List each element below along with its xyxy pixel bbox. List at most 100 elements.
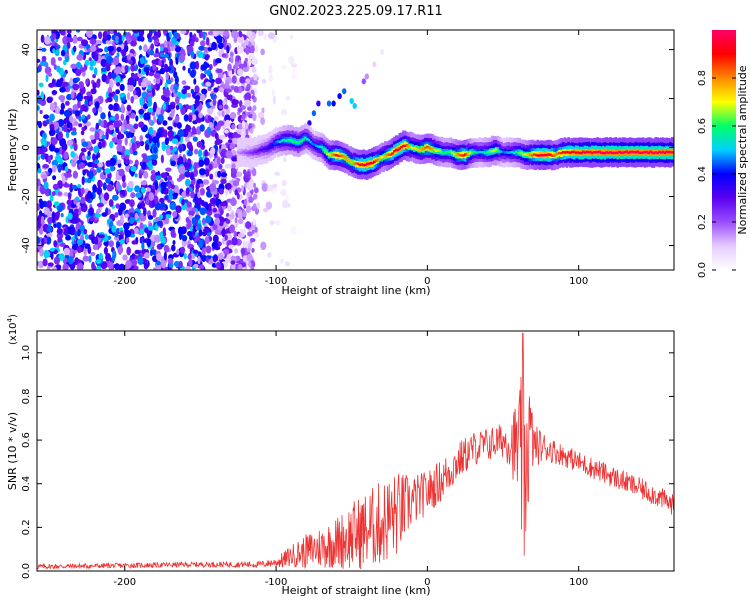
spectrogram-noise-cell <box>163 129 168 138</box>
spectrogram-noise-cell <box>181 235 188 242</box>
spectrogram-noise-cell <box>282 157 287 163</box>
spectrogram-noise-cell <box>189 172 195 181</box>
spectrogram-noise-cell <box>254 232 260 238</box>
spectrogram-noise-cell <box>242 240 247 248</box>
spectrogram-noise-cell <box>233 86 239 93</box>
spectrogram-noise-cell <box>217 71 224 79</box>
spectrogram-noise-cell <box>51 218 56 223</box>
spectrogram-noise-cell <box>96 208 102 214</box>
spectrogram-noise-cell <box>55 222 62 229</box>
spectrogram-noise-cell <box>244 92 252 102</box>
spectrogram-noise-cell <box>248 58 252 67</box>
spectrogram-noise-cell <box>41 149 45 155</box>
spectrogram-noise-cell <box>213 213 221 219</box>
spectrogram-ridge-cell <box>670 151 674 154</box>
spectrogram-ridge-cell <box>267 146 271 149</box>
spectrogram-noise-cell <box>195 183 200 190</box>
spectrogram-noise-cell <box>124 65 129 72</box>
spectrogram-ridge-cell <box>578 151 581 155</box>
spectrogram-noise-cell <box>130 165 137 173</box>
spectrogram-noise-cell <box>58 253 65 261</box>
spectrogram-ridge-cell <box>238 151 242 155</box>
spectrogram-noise-cell <box>56 228 63 235</box>
spectrogram-noise-cell <box>225 88 232 93</box>
spectrogram-noise-cell <box>51 33 57 40</box>
spectrogram-noise-cell <box>234 221 239 229</box>
spectrogram-noise-cell <box>172 210 178 218</box>
spectrogram-noise-cell <box>89 127 96 132</box>
spectrogram-noise-cell <box>131 142 136 152</box>
spectrogram-noise-cell <box>138 30 144 39</box>
spectrogram-noise-cell <box>195 116 203 123</box>
spectrogram-noise-cell <box>95 122 100 130</box>
x-tick-label: 0 <box>424 577 430 588</box>
spectrogram-ridge-cell <box>571 150 574 154</box>
spectrogram-noise-cell <box>229 212 235 220</box>
spectrogram-noise-cell <box>51 211 56 219</box>
spectrogram-noise-cell <box>113 94 119 101</box>
y-tick-label: 1.0 <box>21 345 32 361</box>
spectrogram-noise-cell <box>132 30 140 34</box>
spectrogram-noise-cell <box>111 225 117 233</box>
spectrogram-noise-cell <box>273 183 278 189</box>
spectrogram-noise-cell <box>214 217 221 226</box>
spectrogram-noise-cell <box>135 115 139 122</box>
spectrogram-noise-cell <box>83 228 88 235</box>
spectrogram-noise-cell <box>49 194 54 202</box>
spectrogram-noise-cell <box>96 202 104 208</box>
spectrogram-noise-cell <box>217 170 222 178</box>
spectrogram-ridge-cell <box>333 153 336 157</box>
spectrogram-noise-cell <box>155 216 161 222</box>
spectrogram-ridge-cell <box>374 159 378 162</box>
spectrogram-noise-cell <box>133 135 137 143</box>
spectrogram-noise-cell <box>148 165 153 171</box>
spectrogram-noise-cell <box>105 253 112 262</box>
spectrogram-noise-cell <box>78 95 83 102</box>
spectrogram-ridge-cell <box>480 151 483 154</box>
colorbar-tick-label: 0.0 <box>697 262 708 278</box>
spectrogram-noise-cell <box>156 264 162 270</box>
spectrogram-noise-cell <box>248 261 252 268</box>
spectrogram-noise-cell <box>151 199 155 207</box>
spectrogram-noise-cell <box>204 236 210 245</box>
spectrogram-noise-cell <box>198 239 204 249</box>
spectrogram-noise-cell <box>211 41 217 51</box>
spectrogram-noise-cell <box>147 225 155 231</box>
spectrogram-noise-cell <box>229 51 234 58</box>
spectrogram-noise-cell <box>234 61 239 70</box>
spectrogram-noise-cell <box>191 217 197 226</box>
spectrogram-noise-cell <box>125 237 130 244</box>
spectrogram-noise-cell <box>83 247 87 256</box>
spectrogram-ridge-cell <box>620 151 623 154</box>
spectrogram-noise-cell <box>205 257 209 263</box>
spectrogram-noise-cell <box>170 229 176 238</box>
spectrogram-noise-cell <box>74 110 81 117</box>
snr-series-line <box>37 332 674 570</box>
spectrogram-noise-cell <box>240 247 246 255</box>
spectrogram-noise-cell <box>148 192 155 201</box>
spectrogram-noise-cell <box>109 141 114 149</box>
spectrogram-ridge-cell <box>630 150 634 154</box>
spectrogram-noise-cell <box>190 104 195 111</box>
spectrogram-ridge-cell <box>305 138 309 141</box>
spectrogram-noise-cell <box>159 197 165 203</box>
spectrogram-noise-cell <box>167 130 174 138</box>
spectrogram-noise-cell <box>139 97 145 106</box>
spectrogram-noise-cell <box>168 189 174 198</box>
spectrogram-noise-cell <box>152 249 157 256</box>
spectrogram-ridge-cell <box>487 150 491 154</box>
spectrogram-noise-cell <box>196 234 201 242</box>
spectrogram-noise-cell <box>194 85 200 94</box>
spectrogram-noise-cell <box>178 173 186 180</box>
spectrogram-noise-cell <box>165 167 172 172</box>
spectrogram-ridge-cell <box>336 154 340 157</box>
spectrogram-noise-cell <box>230 260 236 265</box>
spectrogram-ridge-cell <box>304 136 307 139</box>
spectrogram-ridge-cell <box>382 155 385 158</box>
spectrogram-ridge-cell <box>502 150 505 153</box>
spectrogram-noise-cell <box>56 65 61 73</box>
spectrogram-noise-cell <box>204 54 209 61</box>
spectrogram-noise-cell <box>220 157 225 164</box>
spectrogram-noise-cell <box>126 54 132 61</box>
spectrogram-noise-cell <box>100 112 106 120</box>
